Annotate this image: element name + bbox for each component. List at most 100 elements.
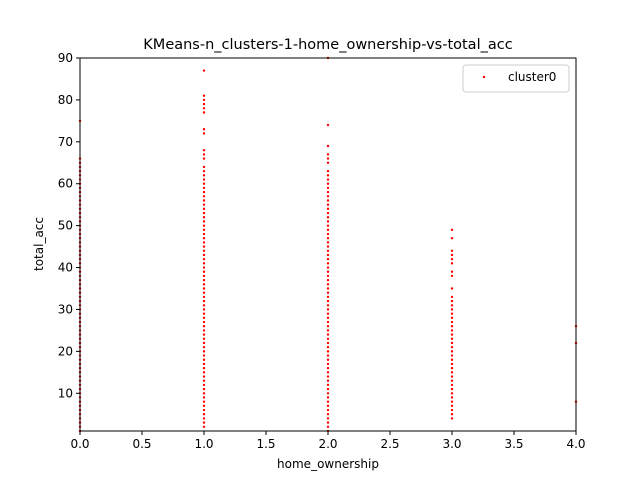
data-point bbox=[202, 237, 206, 240]
data-point bbox=[326, 308, 330, 311]
data-point bbox=[202, 408, 206, 412]
data-point bbox=[202, 195, 206, 198]
data-point bbox=[450, 371, 454, 374]
data-point bbox=[450, 400, 454, 403]
data-point bbox=[202, 111, 206, 114]
data-point bbox=[202, 102, 206, 106]
x-tick-label: 3.5 bbox=[504, 437, 523, 451]
y-tick-label: 30 bbox=[58, 302, 73, 316]
data-point bbox=[202, 169, 206, 173]
data-point bbox=[450, 237, 454, 240]
data-point bbox=[326, 358, 330, 361]
data-point bbox=[326, 203, 330, 206]
data-point bbox=[326, 270, 330, 273]
data-point bbox=[202, 421, 206, 424]
data-point bbox=[450, 392, 454, 395]
data-point bbox=[326, 266, 330, 269]
data-point bbox=[326, 278, 330, 282]
data-point bbox=[450, 337, 454, 340]
data-point bbox=[326, 425, 330, 429]
y-tick-label: 10 bbox=[58, 386, 73, 400]
data-point bbox=[450, 350, 454, 353]
data-point bbox=[202, 186, 206, 190]
data-point bbox=[450, 379, 454, 382]
y-axis-label: total_acc bbox=[32, 217, 46, 271]
data-point bbox=[326, 383, 330, 387]
data-point bbox=[450, 366, 454, 370]
data-point bbox=[202, 283, 206, 286]
data-point bbox=[450, 413, 454, 416]
data-point bbox=[202, 404, 206, 408]
data-point bbox=[326, 211, 330, 215]
data-point bbox=[326, 379, 330, 382]
data-point bbox=[326, 190, 330, 194]
data-point bbox=[326, 144, 330, 148]
data-point bbox=[326, 354, 330, 357]
data-point bbox=[202, 425, 206, 429]
data-point bbox=[326, 157, 330, 160]
data-point bbox=[202, 295, 206, 299]
data-point bbox=[202, 207, 206, 211]
data-point bbox=[326, 283, 330, 286]
data-point bbox=[202, 216, 206, 219]
data-point bbox=[202, 337, 206, 340]
data-point bbox=[202, 316, 206, 320]
data-point bbox=[450, 417, 454, 420]
data-point bbox=[326, 400, 330, 403]
data-point bbox=[202, 383, 206, 387]
data-point bbox=[450, 262, 454, 265]
data-point bbox=[202, 413, 206, 416]
data-point bbox=[326, 371, 330, 374]
data-point bbox=[450, 257, 454, 261]
y-tick-label: 20 bbox=[58, 344, 73, 358]
data-point bbox=[450, 299, 454, 303]
data-point bbox=[326, 249, 330, 252]
data-point bbox=[450, 383, 454, 387]
data-point bbox=[450, 358, 454, 361]
data-point bbox=[450, 249, 454, 252]
data-point bbox=[450, 329, 454, 332]
data-point bbox=[326, 182, 330, 185]
data-point bbox=[202, 132, 206, 135]
data-point bbox=[326, 220, 330, 223]
data-point bbox=[326, 274, 330, 278]
data-point bbox=[202, 94, 206, 97]
data-point bbox=[450, 316, 454, 320]
data-point bbox=[326, 199, 330, 202]
data-point bbox=[326, 345, 330, 349]
x-tick-label: 1.0 bbox=[194, 437, 213, 451]
data-point bbox=[450, 375, 454, 378]
data-point bbox=[450, 362, 454, 366]
data-point bbox=[202, 232, 206, 236]
x-tick-label: 1.5 bbox=[256, 437, 275, 451]
data-point bbox=[326, 396, 330, 399]
data-point bbox=[450, 308, 454, 311]
data-point bbox=[326, 362, 330, 366]
x-tick-label: 4.0 bbox=[566, 437, 585, 451]
data-point bbox=[326, 375, 330, 378]
x-tick-label: 0.5 bbox=[132, 437, 151, 451]
data-point bbox=[326, 320, 330, 324]
data-point bbox=[450, 387, 454, 391]
data-point bbox=[326, 161, 330, 164]
data-point bbox=[202, 262, 206, 265]
data-point bbox=[326, 241, 330, 244]
data-point bbox=[326, 295, 330, 299]
data-point bbox=[326, 123, 330, 127]
data-point bbox=[202, 375, 206, 378]
data-points bbox=[78, 56, 578, 433]
data-point bbox=[450, 304, 454, 307]
data-point bbox=[202, 203, 206, 206]
data-point bbox=[202, 245, 206, 248]
data-point bbox=[450, 333, 454, 336]
x-axis-ticks: 0.0 0.5 1.0 1.5 2.0 2.5 3.0 3.5 4.0 bbox=[70, 431, 586, 451]
data-point bbox=[326, 341, 330, 345]
data-point bbox=[326, 257, 330, 261]
data-point bbox=[326, 262, 330, 265]
data-point bbox=[326, 333, 330, 336]
data-point bbox=[202, 366, 206, 370]
data-point bbox=[202, 362, 206, 366]
data-point bbox=[202, 354, 206, 357]
x-tick-label: 0.0 bbox=[70, 437, 89, 451]
